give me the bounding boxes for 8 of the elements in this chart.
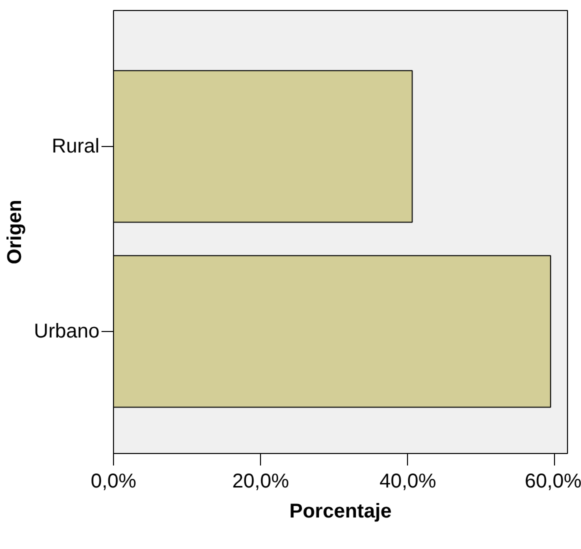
y-tick-label: Urbano bbox=[34, 320, 100, 342]
x-tick-label: 40,0% bbox=[379, 470, 436, 492]
x-tick-label: 0,0% bbox=[90, 470, 137, 492]
x-tick-label: 20,0% bbox=[232, 470, 290, 492]
x-axis-title: Porcentaje bbox=[289, 500, 392, 522]
x-tick-label: 60,0% bbox=[524, 470, 581, 492]
y-axis-title: Origen bbox=[4, 200, 26, 264]
y-tick-label: Rural bbox=[52, 135, 100, 158]
